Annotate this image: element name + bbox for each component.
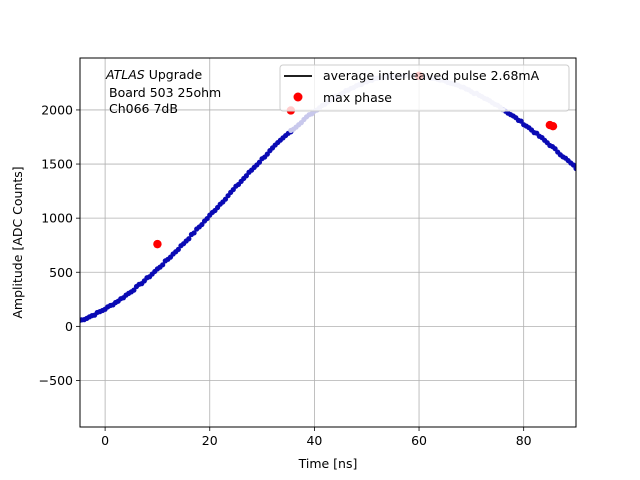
x-tick-label: 80 — [516, 433, 532, 448]
axes-frame — [79, 57, 577, 428]
sample-point-dark — [186, 236, 192, 242]
y-tick-label: 2000 — [41, 102, 73, 117]
annotation-line-3: Ch066 7dB — [109, 101, 178, 116]
sample-point-dark — [573, 165, 576, 172]
sample-point-dark — [160, 262, 166, 268]
sample-point-dark — [256, 159, 263, 165]
sample-point-dark — [175, 246, 181, 253]
legend-entry-pulse: average interleaved pulse 2.68mA — [323, 68, 540, 83]
y-axis-label: Amplitude [ADC Counts] — [10, 166, 25, 318]
x-axis-label: Time [ns] — [298, 456, 358, 471]
x-tick-label: 0 — [101, 433, 109, 448]
x-tick-label: 20 — [202, 433, 218, 448]
y-tick-label: 500 — [49, 265, 73, 280]
y-tick-label: 0 — [65, 319, 73, 334]
y-tick-label: 1000 — [41, 211, 73, 226]
legend-box — [279, 64, 570, 112]
axes-background — [80, 58, 576, 427]
sample-point-dark — [131, 287, 137, 293]
ticks: 0 20 40 60 80 −500 0 500 1000 1500 2000 — [39, 102, 532, 448]
sample-point-dark — [191, 230, 197, 236]
sample-point-dark — [518, 118, 524, 124]
max-phase-point — [153, 239, 162, 249]
annotation-line-2: Board 503 25ohm — [109, 85, 221, 100]
annotation-atlas: ATLAS — [105, 67, 145, 82]
annotation-line-1: ATLAS Upgrade — [105, 67, 202, 82]
legend-marker-max-phase — [293, 92, 303, 102]
annotation-upgrade: Upgrade — [145, 67, 203, 82]
x-tick-label: 40 — [306, 433, 322, 448]
chart-annotation: ATLAS Upgrade Board 503 25ohm Ch066 7dB — [105, 67, 221, 116]
legend-entry-max-phase: max phase — [323, 90, 392, 105]
max-phase-point — [548, 121, 558, 131]
legend: average interleaved pulse 2.68mA max pha… — [279, 64, 570, 112]
plot-area: 0 20 40 60 80 −500 0 500 1000 1500 2000 — [39, 57, 577, 448]
x-tick-label: 60 — [411, 433, 427, 448]
y-tick-label: 1500 — [41, 157, 73, 172]
y-tick-label: −500 — [39, 373, 73, 388]
